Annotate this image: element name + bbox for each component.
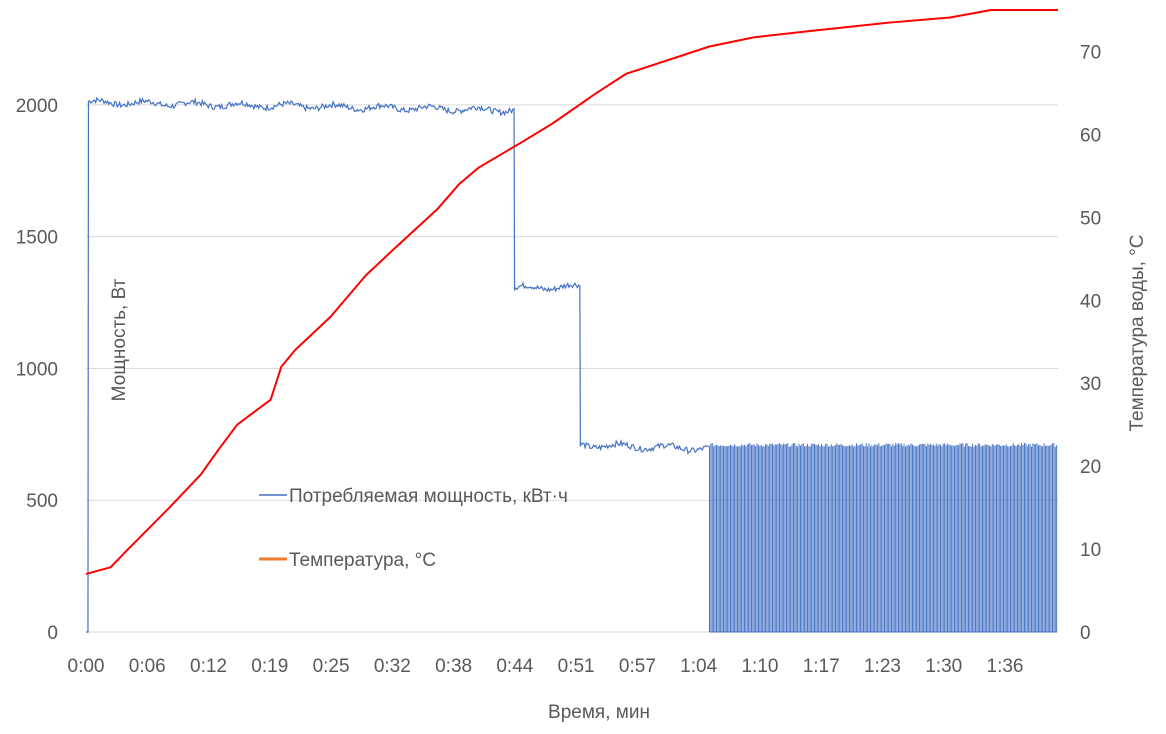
y-left-tick-label: 2000 <box>16 96 58 117</box>
legend: Потребляемая мощность, кВт·ч Температура… <box>259 486 568 571</box>
y-left-tick-label: 1500 <box>16 228 58 249</box>
x-axis-title: Время, мин <box>548 702 650 723</box>
x-tick-label: 0:19 <box>251 656 288 677</box>
legend-label-temperature: Температура, °C <box>289 550 436 571</box>
x-tick-label: 1:10 <box>741 656 778 677</box>
x-tick-label: 1:30 <box>925 656 962 677</box>
series-temperature <box>85 9 1058 575</box>
x-tick-label: 0:32 <box>374 656 411 677</box>
x-tick-label: 0:12 <box>190 656 227 677</box>
x-tick-label: 1:04 <box>680 656 717 677</box>
legend-label-power: Потребляемая мощность, кВт·ч <box>289 486 568 507</box>
x-tick-label: 0:38 <box>435 656 472 677</box>
x-tick-label: 0:25 <box>313 656 350 677</box>
y-axis-left-title: Мощность, Вт <box>109 278 130 401</box>
power-line <box>86 96 710 633</box>
y-right-tick-label: 30 <box>1080 374 1101 395</box>
y-right-tick-label: 20 <box>1080 457 1101 478</box>
y-right-tick-label: 0 <box>1080 623 1091 644</box>
y-left-tick-label: 0 <box>47 623 58 644</box>
y-right-tick-label: 40 <box>1080 291 1101 312</box>
x-tick-label: 0:06 <box>129 656 166 677</box>
y-axis-left: 0 500 1000 1500 2000 <box>16 96 58 644</box>
x-tick-label: 1:17 <box>803 656 840 677</box>
y-left-tick-label: 1000 <box>16 359 58 380</box>
x-tick-label: 0:44 <box>496 656 533 677</box>
y-right-tick-label: 60 <box>1080 125 1101 146</box>
x-tick-label: 0:00 <box>68 656 105 677</box>
y-axis-right-title: Температура воды, °C <box>1127 234 1148 431</box>
y-right-tick-label: 10 <box>1080 540 1101 561</box>
power-cycling <box>708 443 1058 632</box>
x-tick-label: 0:51 <box>558 656 595 677</box>
y-left-tick-label: 500 <box>26 491 58 512</box>
temperature-line <box>85 9 1058 575</box>
x-axis: 0:00 0:06 0:12 0:19 0:25 0:32 0:38 0:44 0:51 0:57… <box>68 656 1024 677</box>
x-tick-label: 0:57 <box>619 656 656 677</box>
y-right-tick-label: 70 <box>1080 42 1101 63</box>
x-tick-label: 1:36 <box>987 656 1024 677</box>
y-axis-right: 0 10 20 30 40 50 60 70 <box>1080 42 1101 644</box>
series-power <box>86 96 1058 633</box>
y-right-tick-label: 50 <box>1080 208 1101 229</box>
x-tick-label: 1:23 <box>864 656 901 677</box>
